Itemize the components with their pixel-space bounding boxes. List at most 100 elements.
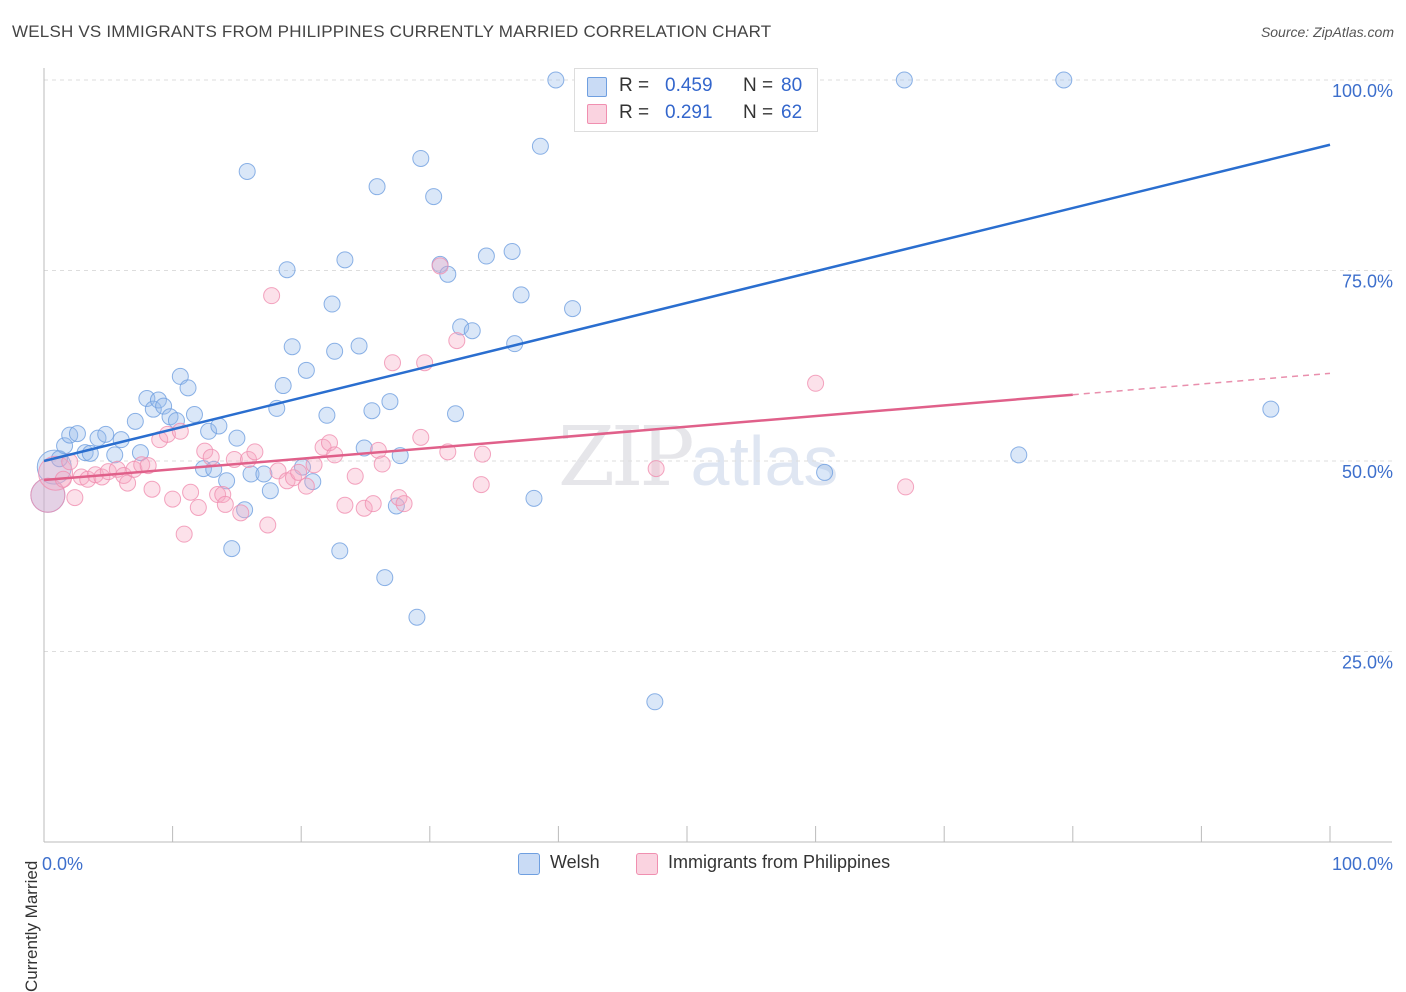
welsh-point-13 <box>131 444 149 462</box>
welsh-r-value: 0.459 <box>665 75 713 96</box>
welsh-point-53 <box>408 608 426 626</box>
chart-source: Source: ZipAtlas.com <box>1260 24 1394 40</box>
welsh-point-15 <box>144 400 162 418</box>
philippines-point-44 <box>336 496 354 514</box>
philippines-trend-extension <box>1072 372 1331 396</box>
y-axis-label: Currently Married <box>22 860 41 992</box>
philippines-point-4 <box>66 489 84 507</box>
philippines-point-34 <box>263 287 281 305</box>
welsh-point-36 <box>278 261 296 279</box>
philippines-point-24 <box>196 442 214 460</box>
philippines-point-38 <box>290 463 308 481</box>
welsh-point-5 <box>68 425 86 443</box>
watermark-zip: ZIP <box>558 410 695 505</box>
welsh-n-label: N = <box>743 75 774 96</box>
welsh-point-50 <box>381 393 399 411</box>
x-tick-label-100: 100.0% <box>1332 854 1393 874</box>
philippines-point-30 <box>232 504 250 522</box>
legend-welsh-label: Welsh <box>550 852 600 872</box>
philippines-point-39 <box>297 477 315 495</box>
philippines-point-46 <box>355 499 373 517</box>
philippines-n-label: N = <box>743 102 774 123</box>
welsh-point-39 <box>297 361 315 379</box>
philippines-point-15 <box>139 457 157 475</box>
philippines-point-47 <box>364 495 382 513</box>
philippines-point-57 <box>448 332 466 350</box>
welsh-point-33 <box>261 482 279 500</box>
philippines-r-value: 0.291 <box>665 102 713 123</box>
welsh-trend-line <box>43 143 1331 463</box>
philippines-trend-line <box>43 393 1073 482</box>
philippines-point-50 <box>384 354 402 372</box>
welsh-point-10 <box>106 446 124 464</box>
philippines-point-11 <box>115 466 133 484</box>
welsh-point-73 <box>816 463 834 481</box>
welsh-point-3 <box>56 437 74 455</box>
welsh-point-64 <box>512 286 530 304</box>
philippines-point-32 <box>246 443 264 461</box>
welsh-point-76 <box>1055 71 1073 89</box>
welsh-point-62 <box>503 242 521 260</box>
y-tick-label-75: 75.0% <box>1342 272 1393 292</box>
welsh-r-label: R = <box>619 75 650 96</box>
welsh-point-27 <box>218 472 236 490</box>
philippines-point-45 <box>346 467 364 485</box>
y-tick-label-25: 25.0% <box>1342 653 1393 673</box>
welsh-point-49 <box>376 569 394 587</box>
welsh-point-8 <box>89 429 107 447</box>
x-tick-label-0: 0.0% <box>42 854 83 874</box>
welsh-point-12 <box>126 412 144 430</box>
welsh-point-78 <box>238 162 256 180</box>
welsh-point-42 <box>326 342 344 360</box>
welsh-point-28 <box>223 540 241 558</box>
legend-welsh-swatch <box>518 853 540 875</box>
welsh-n-value: 80 <box>781 75 803 96</box>
philippines-point-49 <box>373 455 391 473</box>
stats-box: R = 0.459 N = 80 R = 0.291 N = 62 <box>574 68 818 132</box>
philippines-point-0 <box>30 477 66 513</box>
welsh-point-21 <box>179 379 197 397</box>
welsh-point-44 <box>336 251 354 269</box>
philippines-point-28 <box>216 495 234 513</box>
welsh-point-17 <box>155 397 173 415</box>
philippines-r-label: R = <box>619 102 650 123</box>
philippines-point-53 <box>412 428 430 446</box>
legend-philippines-label: Immigrants from Philippines <box>668 852 891 872</box>
welsh-point-32 <box>255 465 273 483</box>
philippines-swatch <box>587 104 607 124</box>
philippines-point-55 <box>431 257 449 275</box>
welsh-point-55 <box>425 188 443 206</box>
welsh-point-61 <box>477 247 495 265</box>
legend-philippines-swatch <box>636 853 658 875</box>
philippines-point-33 <box>259 516 277 534</box>
chart-title: WELSH VS IMMIGRANTS FROM PHILIPPINES CUR… <box>12 22 772 41</box>
welsh-point-47 <box>363 402 381 420</box>
philippines-point-27 <box>214 486 232 504</box>
scatter-plot: 25.0% 50.0% 75.0% 100.0% 0.0% 100.0% <box>30 68 1393 874</box>
welsh-point-24 <box>200 422 218 440</box>
welsh-point-37 <box>283 338 301 356</box>
welsh-point-31 <box>242 465 260 483</box>
philippines-point-25 <box>202 448 220 466</box>
welsh-swatch <box>587 77 607 97</box>
y-tick-label-100: 100.0% <box>1332 81 1393 101</box>
philippines-point-16 <box>143 480 161 498</box>
welsh-point-58 <box>447 405 465 423</box>
welsh-point-79 <box>323 295 341 313</box>
welsh-point-54 <box>412 149 430 167</box>
welsh-point-60 <box>463 322 481 340</box>
philippines-n-value: 62 <box>781 102 803 123</box>
philippines-point-60 <box>647 460 665 478</box>
philippines-point-1 <box>38 455 74 491</box>
philippines-point-48 <box>369 441 387 459</box>
philippines-point-12 <box>119 474 137 492</box>
y-tick-label-50: 50.0% <box>1342 462 1393 482</box>
philippines-point-23 <box>189 498 207 516</box>
welsh-point-48 <box>368 178 386 196</box>
philippines-point-59 <box>472 476 490 494</box>
welsh-point-22 <box>185 406 203 424</box>
philippines-point-62 <box>897 478 915 496</box>
philippines-point-37 <box>284 469 302 487</box>
welsh-point-75 <box>1010 446 1028 464</box>
philippines-point-21 <box>175 525 193 543</box>
